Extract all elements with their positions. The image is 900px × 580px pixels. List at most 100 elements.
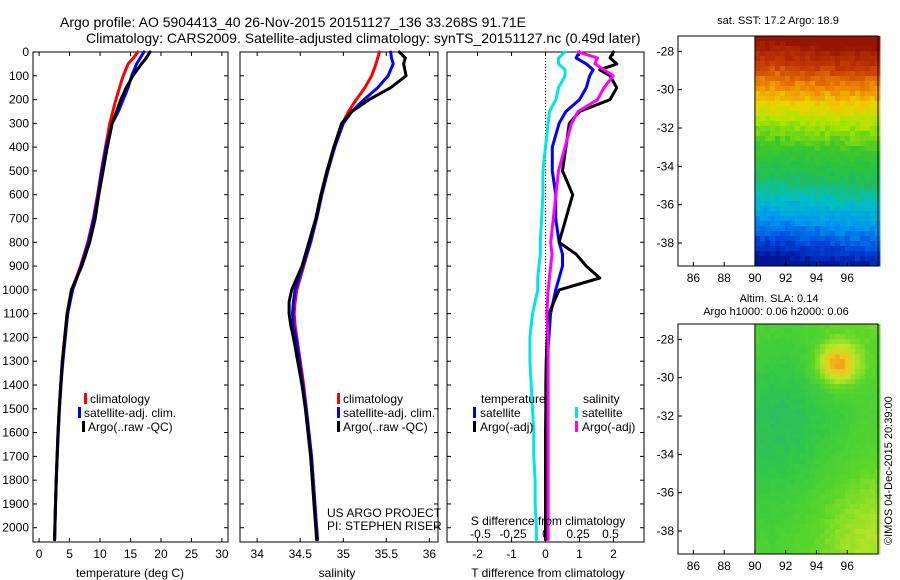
pi-annotation: PI: STEPHEN RISER [327,519,442,533]
map-cell [764,479,771,485]
map-cell [864,389,871,395]
map-cell [869,41,876,47]
map-cell [769,176,776,182]
map-cell [819,106,826,112]
depth-tick-label: 1100 [3,307,29,321]
map-cell [779,494,786,500]
map-cell [859,514,866,520]
map-cell [759,389,766,395]
map-cell [764,191,771,197]
map-cell [829,111,836,117]
map-cell [849,126,856,132]
map-cell [829,171,836,177]
map-cell [844,489,851,495]
map-cell [849,71,856,77]
map-cell [759,101,766,107]
map-cell [854,66,861,72]
map-cell [849,354,856,360]
map-cell [854,151,861,157]
map-cell [754,41,761,47]
map-cell [794,61,801,67]
map-cell [834,509,841,515]
map-cell [859,454,866,460]
map-cell [769,36,776,42]
map-cell [799,544,806,550]
map-cell [829,539,836,545]
map-cell [759,424,766,430]
map-cell [769,384,776,390]
map-cell [819,246,826,252]
map-cell [769,494,776,500]
map-cell [824,41,831,47]
map-cell [779,76,786,82]
sla-map-frame [677,323,879,555]
map-cell [809,374,816,380]
map-cell [814,36,821,42]
map-cell [754,261,761,267]
map-cell [779,151,786,157]
temperature-axes-frame [32,51,229,543]
map-cell [809,161,816,167]
map-cell [839,66,846,72]
map-cell [764,196,771,202]
map-cell [824,539,831,545]
map-cell [824,434,831,440]
map-cell [769,394,776,400]
map-cell [819,419,826,425]
map-cell [829,226,836,232]
map-cell [814,369,821,375]
map-cell [819,221,826,227]
map-cell [824,374,831,380]
map-cell [834,529,841,535]
map-cell [804,81,811,87]
map-cell [794,454,801,460]
map-cell [829,504,836,510]
map-cell [869,479,876,485]
map-cell [864,344,871,350]
legend-label-t-argo: Argo(-adj) [480,420,533,434]
map-cell [799,166,806,172]
map-cell [794,419,801,425]
map-cell [794,81,801,87]
map-cell [784,151,791,157]
map-cell [844,534,851,540]
map-cell [864,156,871,162]
map-cell [864,354,871,360]
map-cell [824,329,831,335]
map-cell [819,61,826,67]
map-cell [849,151,856,157]
map-cell [824,76,831,82]
map-cell [829,191,836,197]
map-cell [854,449,861,455]
map-cell [774,504,781,510]
map-cell [799,514,806,520]
map-cell [869,96,876,102]
map-cell [774,524,781,530]
map-cell [819,176,826,182]
map-cell [829,186,836,192]
map-cell [839,399,846,405]
map-cell [769,324,776,330]
series-line-satellite-adj-clim- [291,50,395,542]
map-cell [779,216,786,222]
map-cell [759,96,766,102]
map-cell [779,409,786,415]
x-tick-label: 0 [542,547,549,561]
map-cell [819,494,826,500]
legend-swatch-argo [82,421,85,432]
map-cell [774,329,781,335]
map-cell [764,464,771,470]
map-cell [864,166,871,172]
map-cell [754,509,761,515]
map-cell [784,76,791,82]
map-cell [834,66,841,72]
map-cell [869,509,876,515]
map-cell [764,51,771,57]
map-cell [794,166,801,172]
map-cell [869,489,876,495]
map-cell [804,106,811,112]
map-cell [859,509,866,515]
map-cell [834,231,841,237]
map-cell [814,131,821,137]
map-cell [774,121,781,127]
